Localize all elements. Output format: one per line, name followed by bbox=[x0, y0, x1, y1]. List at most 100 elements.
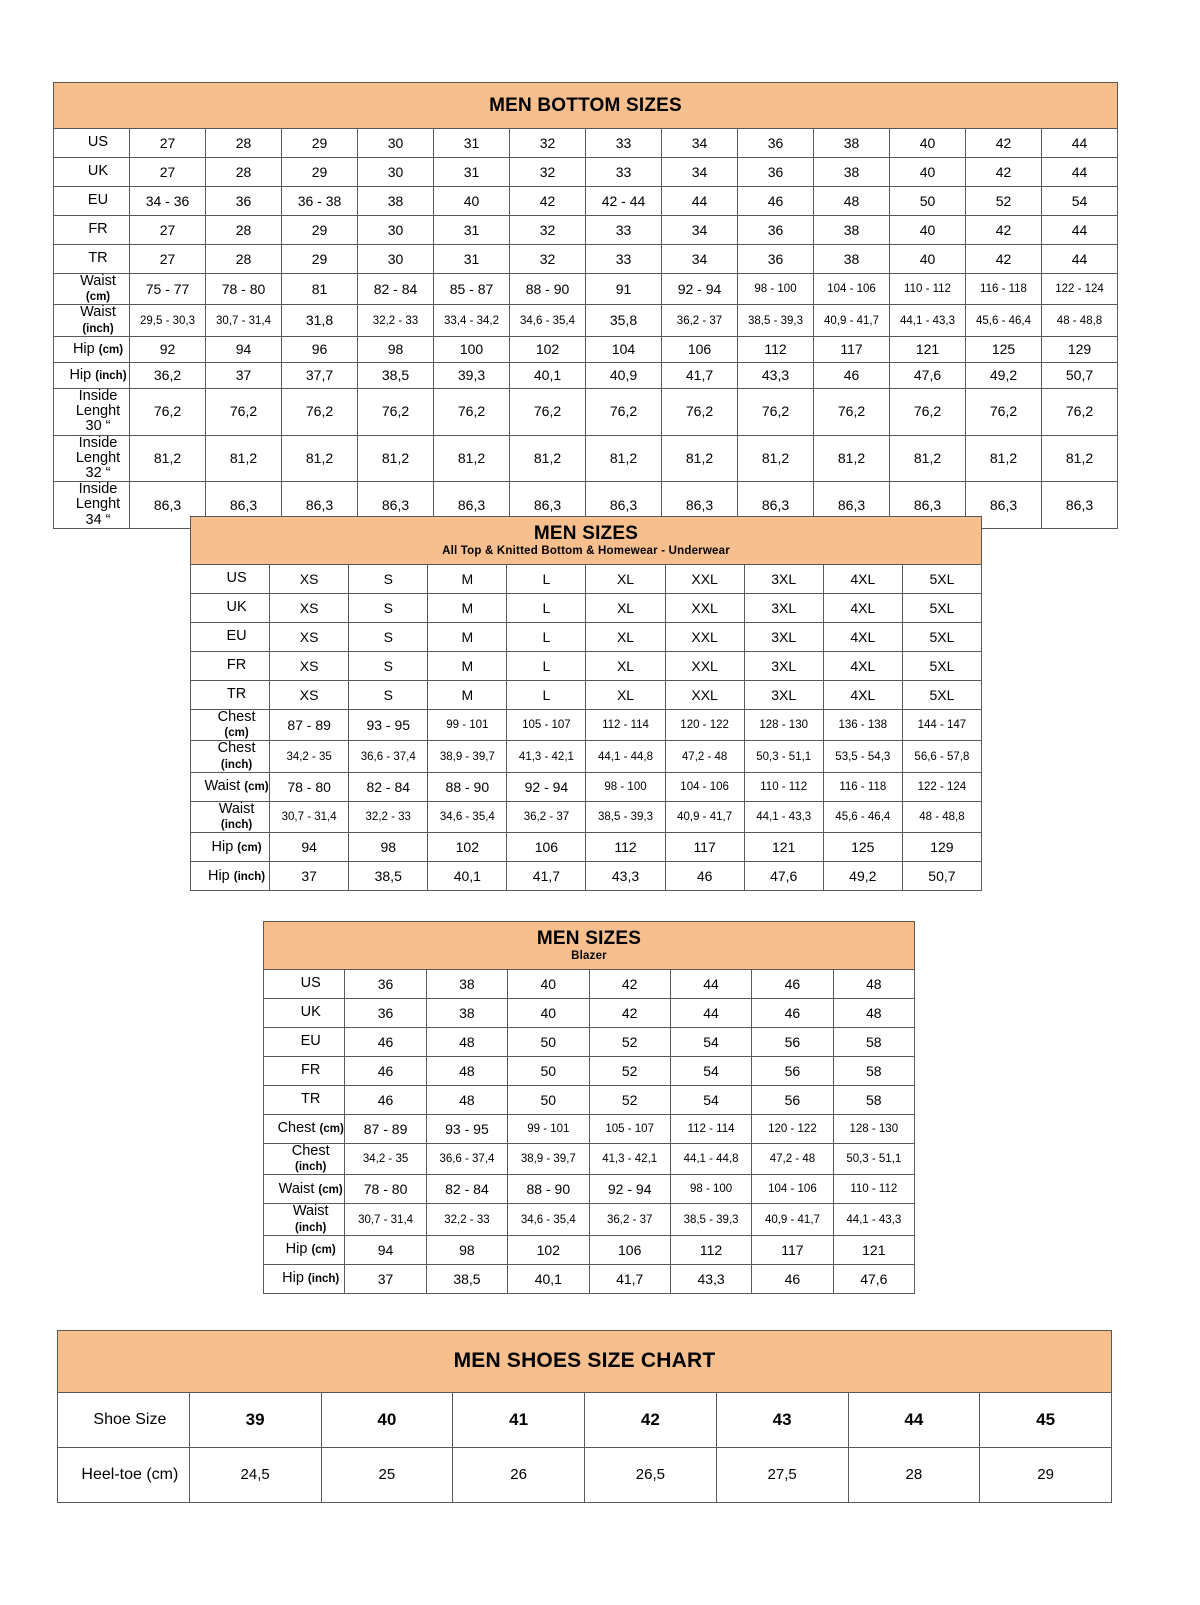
table-row: UK XS S M L XL XXL 3XL 4XL 5XL bbox=[189, 593, 983, 623]
table-cell: 38,5 - 39,3 bbox=[585, 800, 666, 834]
table-cell: XS bbox=[269, 622, 350, 652]
table-cell: 116 - 118 bbox=[965, 272, 1042, 306]
table-cell: XXL bbox=[664, 622, 745, 652]
table-row: Chest (inch) 34,2 - 35 36,6 - 37,4 38,9 - 3… bbox=[262, 1142, 916, 1176]
table-cell: XL bbox=[585, 680, 666, 710]
table-cell: 40 bbox=[889, 244, 966, 274]
table-cell: L bbox=[506, 651, 587, 681]
table-cell: 40,1 bbox=[507, 1263, 590, 1294]
table-cell: 106 bbox=[661, 335, 738, 363]
table-cell: 88 - 90 bbox=[427, 771, 508, 802]
table-cell: 82 - 84 bbox=[357, 272, 434, 306]
table-body: MEN SHOES SIZE CHART Shoe Size 39 40 41 42 43 4… bbox=[57, 1330, 1112, 1503]
table-cell: 46 bbox=[344, 1085, 427, 1115]
table-cell: 40,1 bbox=[427, 861, 508, 892]
table-cell: 38 bbox=[813, 157, 890, 187]
table-cell: 4XL bbox=[822, 593, 903, 623]
table-cell: 38 bbox=[425, 969, 509, 999]
table-cell: 44 bbox=[661, 186, 738, 216]
row-label: Heel-toe (cm) bbox=[57, 1447, 190, 1503]
row-label-text: TR bbox=[301, 1091, 321, 1108]
table-cell: 41,3 - 42,1 bbox=[588, 1142, 671, 1176]
table-cell: 43 bbox=[715, 1392, 849, 1448]
table-cell: 27 bbox=[129, 215, 206, 245]
table-row: TR 46 48 50 52 54 56 58 bbox=[262, 1085, 916, 1115]
table-cell: 30,7 - 31,4 bbox=[269, 800, 350, 834]
table-cell: 36,2 - 37 bbox=[661, 304, 738, 337]
table-cell: 40 bbox=[889, 215, 966, 245]
table-cell: 86,3 bbox=[1041, 481, 1118, 529]
row-label: Inside Lenght 30 “ bbox=[53, 387, 130, 436]
table-cell: 26,5 bbox=[584, 1447, 717, 1503]
table-cell: XL bbox=[585, 593, 666, 623]
table-cell: 52 bbox=[965, 186, 1042, 216]
table-cell: 36 bbox=[737, 157, 814, 187]
table-cell: 32,2 - 33 bbox=[348, 800, 429, 834]
table-cell: 98 bbox=[348, 832, 429, 863]
table-cell: 52 bbox=[588, 1085, 671, 1115]
table-cell: 75 - 77 bbox=[129, 272, 206, 306]
table-cell: 92 - 94 bbox=[588, 1174, 671, 1205]
row-label-text: Hip bbox=[207, 867, 230, 884]
table-cell: 46 bbox=[664, 861, 745, 892]
table-cell: 30 bbox=[357, 157, 434, 187]
men-bottom-sizes-table: MEN BOTTOM SIZES US 27 28 29 30 31 32 33 34 36 38 40… bbox=[53, 82, 1118, 529]
table-cell: 87 - 89 bbox=[269, 708, 350, 742]
row-label: Waist (inch) bbox=[262, 1203, 346, 1236]
table-cell: 76,2 bbox=[813, 387, 890, 436]
table-cell: 36,6 - 37,4 bbox=[348, 740, 429, 773]
table-cell: M bbox=[427, 622, 508, 652]
table-cell: 38,9 - 39,7 bbox=[507, 1142, 590, 1176]
table-cell: 3XL bbox=[743, 564, 824, 594]
table-cell: 40 bbox=[433, 186, 510, 216]
table-cell: 29 bbox=[281, 157, 358, 187]
row-label: US bbox=[53, 128, 130, 158]
table-cell: S bbox=[348, 564, 429, 594]
row-label-text: Waist bbox=[80, 304, 116, 321]
table-cell: 47,6 bbox=[889, 361, 966, 389]
table-row: Chest (inch) 34,2 - 35 36,6 - 37,4 38,9 - 3… bbox=[189, 740, 983, 773]
row-label-text: FR bbox=[226, 657, 247, 674]
table-cell: 39 bbox=[188, 1392, 322, 1448]
table-cell: 44,1 - 43,3 bbox=[889, 304, 966, 337]
row-label-text: FR bbox=[301, 1062, 321, 1079]
table-cell: 41,7 bbox=[506, 861, 587, 892]
table-body: MEN BOTTOM SIZES US 27 28 29 30 31 32 33 34 36 38 40… bbox=[53, 82, 1118, 529]
table-cell: 43,3 bbox=[669, 1263, 753, 1294]
table-cell: 81,2 bbox=[357, 434, 434, 483]
table-cell: 94 bbox=[205, 335, 282, 363]
row-label-unit: (cm) bbox=[311, 1244, 336, 1257]
table-cell: 98 bbox=[357, 335, 434, 363]
table-row: US XS S M L XL XXL 3XL 4XL 5XL bbox=[189, 564, 983, 594]
row-label-text: Heel-toe (cm) bbox=[81, 1465, 179, 1483]
table-cell: 117 bbox=[751, 1234, 834, 1265]
table-cell: 50,3 - 51,1 bbox=[743, 740, 824, 773]
table-cell: 81,2 bbox=[1041, 434, 1118, 483]
table-row: TR XS S M L XL XXL 3XL 4XL 5XL bbox=[189, 680, 983, 710]
table-cell: 33 bbox=[585, 157, 662, 187]
table-header-row: MEN BOTTOM SIZES bbox=[53, 82, 1118, 129]
table-title-cell: MEN SHOES SIZE CHART bbox=[57, 1330, 1112, 1393]
table-cell: 110 - 112 bbox=[832, 1174, 916, 1205]
table-cell: 50 bbox=[507, 1056, 590, 1086]
table-cell: 136 - 138 bbox=[822, 708, 903, 742]
table-cell: 50 bbox=[507, 1027, 590, 1057]
table-body: MEN SIZES All Top & Knitted Bottom & Home… bbox=[189, 516, 983, 892]
table-row: Hip (inch) 37 38,5 40,1 41,7 43,3 46 47,6 49,2 50… bbox=[189, 861, 983, 892]
table-cell: 88 - 90 bbox=[509, 272, 586, 306]
table-cell: 27,5 bbox=[715, 1447, 849, 1503]
table-cell: 44 bbox=[669, 998, 753, 1028]
table-cell: 36 - 38 bbox=[281, 186, 358, 216]
table-cell: 44,1 - 44,8 bbox=[669, 1142, 753, 1176]
table-cell: 30 bbox=[357, 128, 434, 158]
table-cell: 91 bbox=[585, 272, 662, 306]
table-cell: 56 bbox=[751, 1085, 834, 1115]
table-row: Hip (cm) 94 98 102 106 112 117 121 125 129 bbox=[189, 832, 983, 863]
table-cell: 96 bbox=[281, 335, 358, 363]
table-cell: 27 bbox=[129, 244, 206, 274]
table-cell: 40,1 bbox=[509, 361, 586, 389]
table-cell: 144 - 147 bbox=[901, 708, 983, 742]
table-cell: 102 bbox=[507, 1234, 590, 1265]
table-row: EU 46 48 50 52 54 56 58 bbox=[262, 1027, 916, 1057]
